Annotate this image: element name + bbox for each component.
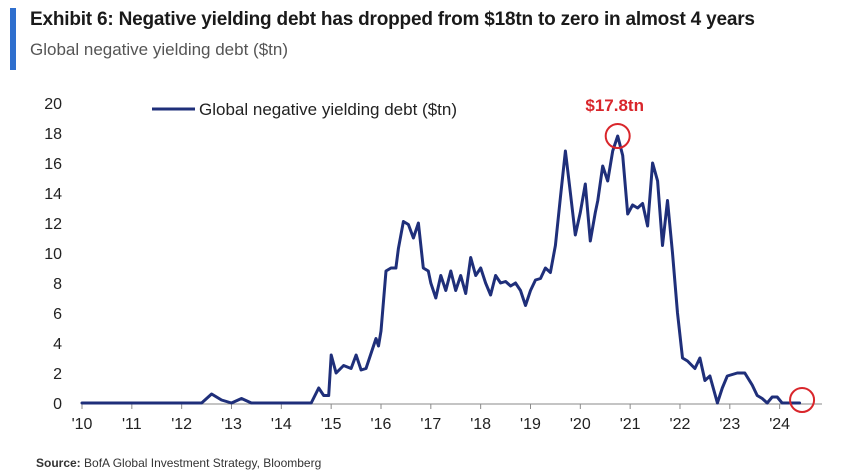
source-note: Source: BofA Global Investment Strategy,… xyxy=(36,456,321,470)
peak-annotation-label: $17.8tn xyxy=(585,96,644,115)
x-tick-label: '14 xyxy=(271,416,292,433)
y-tick-label: 16 xyxy=(44,156,62,173)
annotation-circle-2 xyxy=(789,387,816,413)
x-tick-label: '18 xyxy=(470,416,491,433)
y-tick-label: 8 xyxy=(53,276,62,293)
y-tick-label: 12 xyxy=(44,216,62,233)
x-tick-label: '19 xyxy=(520,416,541,433)
y-tick-label: 4 xyxy=(53,336,62,353)
y-tick-label: 6 xyxy=(53,306,62,323)
y-tick-label: 14 xyxy=(44,186,62,203)
x-tick-label: '21 xyxy=(620,416,641,433)
x-tick-label: '23 xyxy=(719,416,740,433)
y-tick-label: 2 xyxy=(53,366,62,383)
title-accent-bar xyxy=(10,8,16,70)
x-tick-label: '10 xyxy=(72,416,93,433)
exhibit-subtitle: Global negative yielding debt ($tn) xyxy=(30,40,288,59)
x-tick-label: '22 xyxy=(670,416,691,433)
source-label: Source: xyxy=(36,456,81,470)
source-text: BofA Global Investment Strategy, Bloombe… xyxy=(84,456,322,470)
x-tick-label: '15 xyxy=(321,416,342,433)
x-tick-label: '13 xyxy=(221,416,242,433)
y-tick-label: 18 xyxy=(44,126,62,143)
annotation-circle-1 xyxy=(604,123,631,149)
x-tick-label: '17 xyxy=(420,416,441,433)
x-tick-label: '11 xyxy=(122,416,142,433)
x-tick-label: '24 xyxy=(769,416,790,433)
x-tick-label: '12 xyxy=(171,416,192,433)
x-tick-label: '16 xyxy=(371,416,392,433)
y-tick-label: 20 xyxy=(44,96,62,113)
series-line-global-negative-yielding-debt-tn- xyxy=(80,134,802,405)
y-tick-label: 0 xyxy=(53,396,62,413)
y-tick-label: 10 xyxy=(44,246,62,263)
legend-label: Global negative yielding debt ($tn) xyxy=(199,100,457,119)
x-tick-label: '20 xyxy=(570,416,591,433)
exhibit-title: Exhibit 6: Negative yielding debt has dr… xyxy=(30,9,755,30)
